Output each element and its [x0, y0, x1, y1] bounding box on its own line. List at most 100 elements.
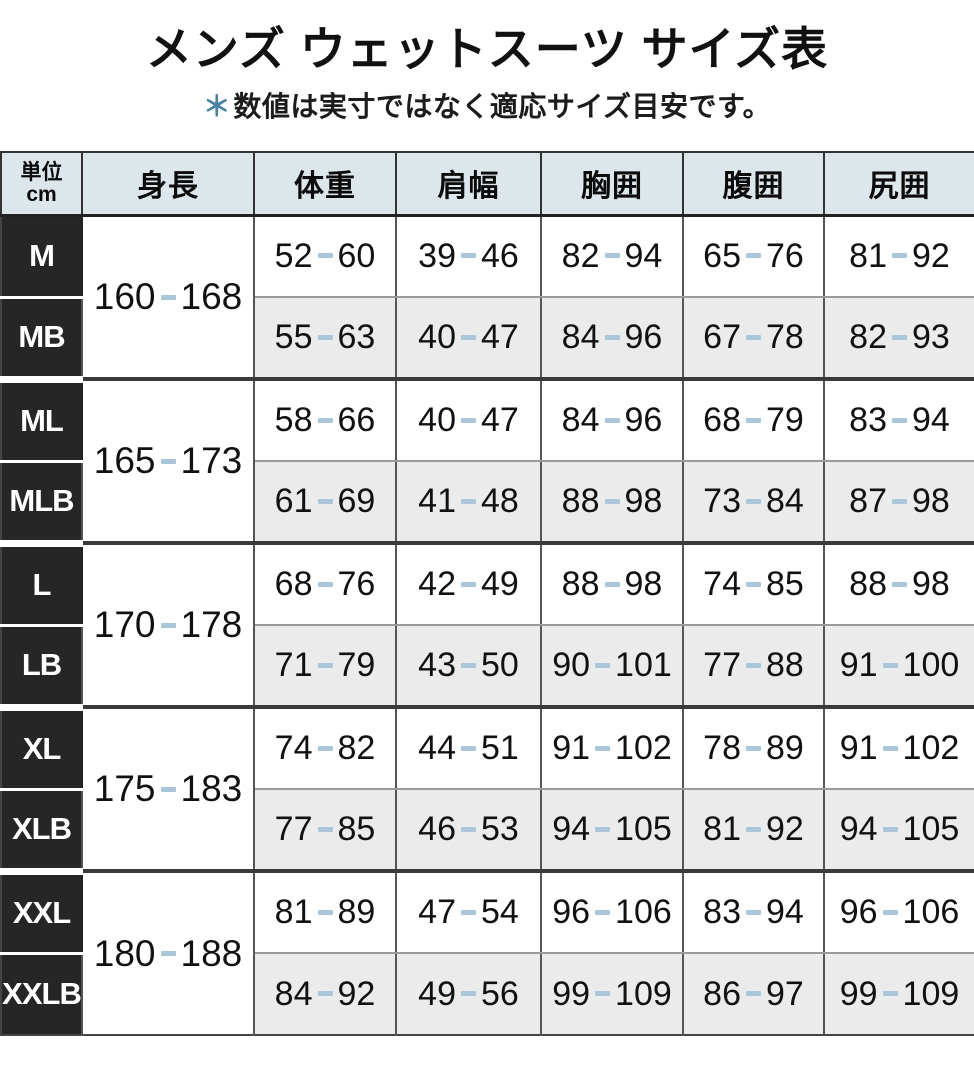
range-low: 73 — [703, 482, 741, 521]
range-dash — [746, 417, 761, 423]
range-low: 99 — [552, 974, 591, 1013]
range-low: 40 — [418, 401, 456, 440]
table-row: XLB 77 85 46 53 94 105 81 92 94 105 — [1, 789, 974, 872]
range-dash — [604, 334, 620, 340]
size-label: MLB — [1, 461, 83, 544]
value-cell: 71 79 — [253, 625, 397, 708]
value-cell: 91 100 — [823, 625, 974, 708]
size-label: ML — [1, 375, 83, 463]
range-low: 47 — [418, 893, 456, 932]
value-cell: 67 78 — [682, 297, 825, 380]
range-low: 90 — [552, 646, 591, 685]
table-row: XXLB 84 92 49 56 99 109 86 97 99 109 — [1, 953, 974, 1036]
range-low: 43 — [418, 646, 456, 685]
range-dash — [746, 991, 761, 997]
range-high: 168 — [180, 275, 243, 317]
range-low: 58 — [274, 401, 313, 440]
range-high: 93 — [912, 318, 950, 357]
range-low: 74 — [274, 729, 313, 768]
value-cell: 61 69 — [253, 461, 397, 544]
value-cell: 81 89 — [253, 869, 397, 955]
range-dash — [882, 745, 898, 751]
range-high: 96 — [624, 401, 663, 440]
size-chart-table: 単位 cm 身長 体重 肩幅 胸囲 腹囲 尻囲 M 160 168 52 60 39 46 8… — [0, 151, 974, 1037]
range-low: 88 — [849, 565, 887, 604]
range-dash — [746, 909, 761, 915]
range-low: 55 — [274, 318, 313, 357]
range-high: 106 — [615, 893, 672, 932]
table-row: ML 165 173 58 66 40 47 84 96 68 79 83 94 — [1, 375, 974, 544]
range-dash — [746, 581, 761, 587]
range-dash — [317, 662, 333, 668]
range-low: 91 — [839, 646, 878, 685]
range-low: 180 — [93, 932, 156, 974]
range-high: 92 — [912, 236, 950, 275]
range-low: 160 — [93, 275, 156, 317]
range-dash — [317, 253, 333, 259]
range-high: 49 — [481, 565, 519, 604]
range-low: 68 — [703, 401, 741, 440]
size-label: MB — [1, 297, 83, 380]
range-dash — [461, 417, 476, 423]
value-cell: 88 98 — [540, 461, 684, 544]
value-cell: 81 92 — [823, 215, 974, 299]
range-dash — [461, 498, 476, 504]
range-dash — [882, 826, 898, 832]
title-block: メンズ ウェットスーツ サイズ表 ＊数値は実寸ではなく適応サイズ目安です。 — [0, 0, 974, 125]
range-dash — [892, 417, 907, 423]
value-cell: 84 96 — [540, 297, 684, 380]
range-high: 85 — [766, 565, 804, 604]
range-high: 109 — [902, 974, 960, 1013]
range-high: 54 — [481, 893, 519, 932]
range-dash — [461, 581, 476, 587]
height-range-cell: 175 183 — [81, 705, 255, 872]
range-dash — [882, 662, 898, 668]
column-header-shoulder: 肩幅 — [395, 151, 542, 217]
range-dash — [746, 826, 761, 832]
value-cell: 81 92 — [682, 789, 825, 872]
range-high: 102 — [615, 729, 672, 768]
range-dash — [160, 951, 176, 957]
range-low: 84 — [561, 318, 600, 357]
size-label: M — [1, 215, 83, 299]
range-low: 68 — [274, 565, 313, 604]
column-header-chest: 胸囲 — [540, 151, 684, 217]
range-high: 183 — [180, 768, 243, 810]
range-high: 109 — [615, 974, 672, 1013]
value-cell: 83 94 — [823, 377, 974, 463]
size-table-body: M 160 168 52 60 39 46 82 94 65 76 81 92 MB 55 63 40 47 84 9… — [1, 215, 974, 1036]
range-high: 53 — [481, 810, 519, 849]
value-cell: 39 46 — [395, 215, 542, 299]
range-dash — [746, 334, 761, 340]
range-high: 173 — [180, 440, 243, 482]
range-dash — [317, 334, 333, 340]
range-low: 44 — [418, 729, 456, 768]
range-low: 81 — [703, 810, 741, 849]
value-cell: 82 94 — [540, 215, 684, 299]
page-note: ＊数値は実寸ではなく適応サイズ目安です。 — [0, 85, 974, 125]
value-cell: 44 51 — [395, 705, 542, 791]
column-header-abdomen: 腹囲 — [682, 151, 825, 217]
range-dash — [317, 909, 333, 915]
range-high: 78 — [766, 318, 804, 357]
range-dash — [317, 498, 333, 504]
table-row: MLB 61 69 41 48 88 98 73 84 87 98 — [1, 461, 974, 544]
range-high: 76 — [337, 565, 376, 604]
size-label: XL — [1, 703, 83, 791]
range-high: 106 — [902, 893, 960, 932]
range-dash — [317, 745, 333, 751]
range-dash — [892, 253, 907, 259]
range-dash — [882, 991, 898, 997]
range-high: 85 — [337, 810, 376, 849]
range-high: 69 — [337, 482, 376, 521]
value-cell: 77 88 — [682, 625, 825, 708]
value-cell: 99 109 — [540, 953, 684, 1036]
range-high: 92 — [766, 810, 804, 849]
range-dash — [746, 253, 761, 259]
table-row: XL 175 183 74 82 44 51 91 102 78 89 91 102 — [1, 703, 974, 872]
range-low: 99 — [839, 974, 878, 1013]
range-dash — [595, 826, 611, 832]
unit-label-line2: cm — [26, 183, 57, 207]
size-label: XXLB — [1, 953, 83, 1036]
